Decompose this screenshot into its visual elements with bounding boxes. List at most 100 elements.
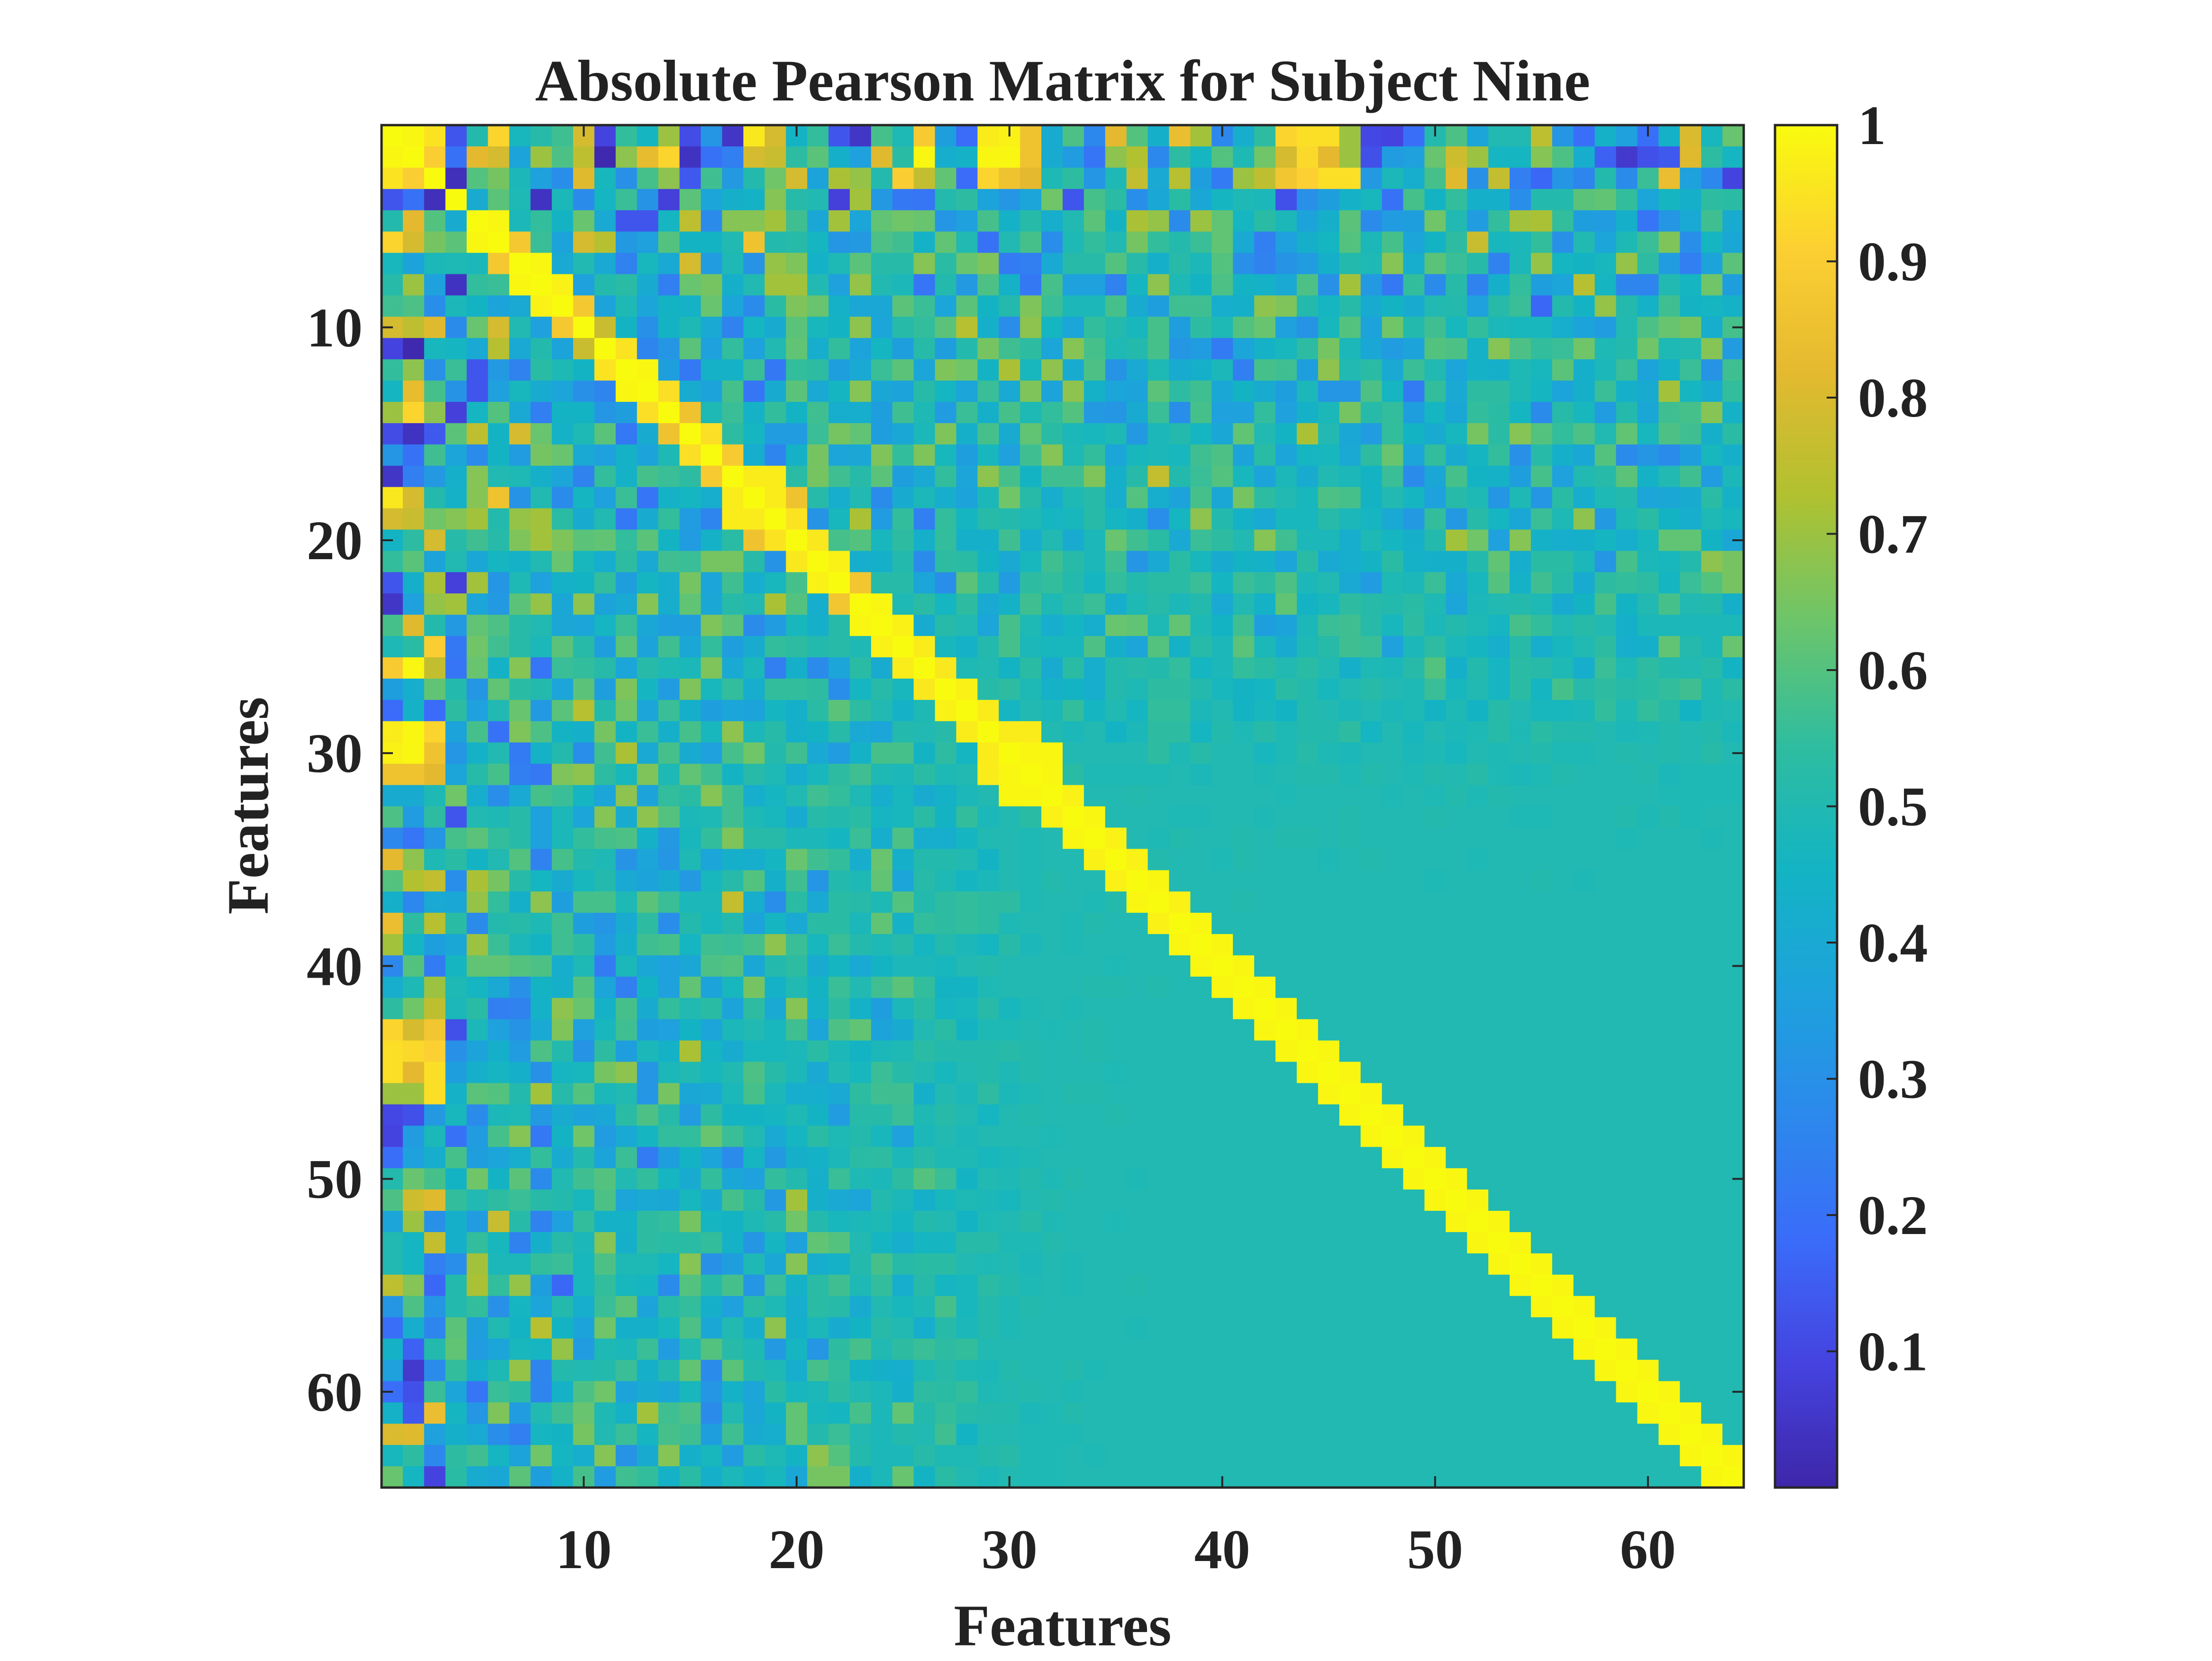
heatmap-cell (1169, 189, 1191, 211)
heatmap-cell (530, 1211, 552, 1233)
heatmap-cell (1658, 1317, 1680, 1339)
heatmap-cell (488, 1189, 510, 1211)
heatmap-cell (1254, 231, 1276, 254)
heatmap-cell (552, 1062, 573, 1084)
heatmap-cell (382, 699, 403, 722)
heatmap-cell (1680, 572, 1702, 594)
heatmap-cell (402, 210, 425, 232)
heatmap-cell (892, 1445, 914, 1467)
heatmap-cell (1446, 998, 1467, 1020)
heatmap-cell (1680, 1211, 1702, 1233)
heatmap-cell (382, 1062, 403, 1084)
heatmap-cell (573, 849, 595, 871)
heatmap-cell (509, 1232, 531, 1254)
heatmap-cell (871, 487, 893, 509)
heatmap-cell (1233, 1019, 1255, 1041)
heatmap-cell (1616, 487, 1638, 509)
heatmap-cell (679, 1466, 701, 1488)
heatmap-cell (1063, 572, 1084, 594)
heatmap-cell (765, 295, 786, 317)
heatmap-cell (807, 210, 829, 232)
heatmap-cell (743, 1189, 765, 1211)
heatmap-cell (849, 636, 872, 658)
heatmap-cell (977, 1083, 999, 1105)
heatmap-cell (1063, 699, 1084, 722)
heatmap-cell (1701, 1381, 1723, 1403)
heatmap-cell (509, 444, 531, 466)
heatmap-cell (1658, 785, 1680, 807)
heatmap-cell (1147, 1424, 1170, 1445)
heatmap-cell (1020, 721, 1042, 743)
heatmap-cell (445, 1466, 467, 1488)
heatmap-cell (935, 1040, 957, 1062)
heatmap-cell (1382, 678, 1404, 700)
heatmap-cell (1339, 189, 1361, 211)
heatmap-cell (658, 167, 680, 190)
heatmap-cell (530, 1296, 552, 1318)
heatmap-cell (1169, 806, 1191, 828)
heatmap-cell (530, 167, 552, 190)
heatmap-cell (1063, 1019, 1084, 1041)
heatmap-cell (701, 401, 723, 424)
heatmap-cell (1360, 678, 1383, 700)
heatmap-cell (1318, 806, 1340, 828)
heatmap-cell (509, 338, 531, 360)
heatmap-cell (1424, 381, 1446, 402)
heatmap-cell (935, 763, 957, 786)
heatmap-cell (1552, 210, 1574, 232)
heatmap-cell (828, 1317, 850, 1339)
heatmap-cell (765, 338, 786, 360)
heatmap-cell (445, 763, 467, 786)
heatmap-cell (1147, 508, 1170, 530)
heatmap-cell (402, 763, 425, 786)
heatmap-cell (722, 806, 744, 828)
heatmap-cell (1616, 274, 1638, 296)
heatmap-cell (402, 1360, 425, 1381)
heatmap-cell (1552, 678, 1574, 700)
heatmap-cell (1467, 189, 1489, 211)
heatmap-cell (552, 699, 573, 722)
heatmap-cell (701, 998, 723, 1020)
heatmap-cell (765, 1360, 786, 1381)
heatmap-cell (1169, 1445, 1191, 1467)
heatmap-cell (1360, 529, 1383, 552)
heatmap-cell (1339, 1424, 1361, 1445)
heatmap-cell (871, 1062, 893, 1084)
heatmap-cell (828, 615, 850, 636)
heatmap-cell (1083, 1274, 1106, 1297)
heatmap-cell (849, 529, 872, 552)
heatmap-cell (892, 1466, 914, 1488)
heatmap-cell (1275, 1317, 1297, 1339)
heatmap-cell (1573, 699, 1595, 722)
heatmap-cell (956, 1083, 978, 1105)
heatmap-cell (1083, 742, 1106, 764)
heatmap-cell (701, 487, 723, 509)
heatmap-cell (1318, 1253, 1340, 1275)
heatmap-cell (658, 1062, 680, 1084)
heatmap-cell (1701, 1402, 1723, 1424)
heatmap-cell (1063, 615, 1084, 636)
heatmap-cell (1360, 1147, 1383, 1169)
heatmap-cell (1360, 167, 1383, 190)
heatmap-cell (743, 913, 765, 935)
heatmap-cell (1126, 615, 1148, 636)
heatmap-cell (615, 508, 637, 530)
heatmap-cell (1296, 827, 1319, 849)
heatmap-cell (999, 934, 1020, 956)
heatmap-cell (1382, 125, 1404, 147)
heatmap-cell (1722, 1445, 1744, 1467)
heatmap-cell (382, 274, 403, 296)
heatmap-cell (1424, 1083, 1446, 1105)
heatmap-cell (1147, 699, 1170, 722)
heatmap-cell (1147, 615, 1170, 636)
heatmap-cell (1637, 763, 1659, 786)
heatmap-cell (1594, 913, 1617, 935)
heatmap-cell (466, 1019, 489, 1041)
heatmap-cell (1467, 253, 1489, 275)
heatmap-cell (1382, 529, 1404, 552)
heatmap-cell (1680, 317, 1702, 338)
heatmap-cell (849, 146, 872, 168)
heatmap-cell (509, 508, 531, 530)
heatmap-cell (892, 1189, 914, 1211)
heatmap-cell (743, 167, 765, 190)
